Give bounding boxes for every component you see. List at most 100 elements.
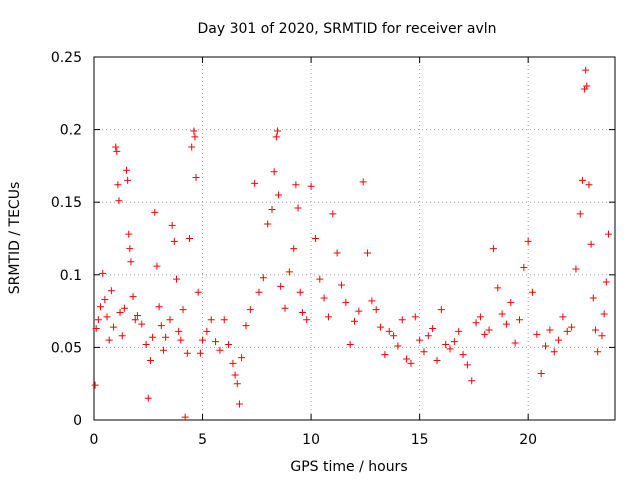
- y-tick-labels: 0 0.05 0.1 0.15 0.2 0.25: [51, 50, 82, 429]
- data-point: [97, 303, 105, 311]
- data-point: [381, 351, 389, 359]
- data-point: [94, 316, 102, 324]
- data-point: [138, 320, 146, 328]
- data-point: [142, 340, 150, 348]
- data-point: [246, 306, 254, 314]
- data-point: [153, 262, 161, 270]
- data-point: [220, 316, 228, 324]
- data-point: [542, 342, 550, 350]
- y-tick-label: 0.2: [60, 123, 82, 139]
- data-point: [355, 307, 363, 315]
- data-point: [155, 303, 163, 311]
- data-point: [120, 304, 128, 312]
- data-point: [433, 356, 441, 364]
- data-point: [272, 133, 280, 141]
- data-point: [231, 371, 239, 379]
- data-point: [485, 326, 493, 334]
- data-point: [515, 316, 523, 324]
- data-point: [183, 349, 191, 357]
- y-tick-label: 0: [73, 413, 82, 429]
- data-point: [502, 320, 510, 328]
- data-point: [191, 133, 199, 141]
- data-point: [390, 332, 398, 340]
- data-point: [144, 394, 152, 402]
- data-point: [166, 316, 174, 324]
- data-point: [385, 327, 393, 335]
- data-point: [507, 298, 515, 306]
- data-point: [403, 355, 411, 363]
- data-point: [455, 327, 463, 335]
- data-point: [229, 359, 237, 367]
- data-point: [123, 166, 131, 174]
- data-point: [170, 237, 178, 245]
- data-point: [264, 220, 272, 228]
- data-point: [296, 288, 304, 296]
- data-point: [555, 336, 563, 344]
- data-point: [568, 323, 576, 331]
- data-point: [578, 176, 586, 184]
- data-point: [103, 313, 111, 321]
- data-point: [446, 345, 454, 353]
- data-point: [333, 249, 341, 257]
- data-point: [529, 288, 537, 296]
- data-point: [559, 313, 567, 321]
- y-axis-label: SRMTID / TECUs: [7, 182, 23, 295]
- data-point: [281, 304, 289, 312]
- data-point: [131, 316, 139, 324]
- data-point: [324, 313, 332, 321]
- data-point: [149, 333, 157, 341]
- data-point: [576, 210, 584, 218]
- x-tick-label: 15: [411, 432, 429, 448]
- data-point: [591, 326, 599, 334]
- data-point: [394, 342, 402, 350]
- data-point: [259, 274, 267, 282]
- data-point: [346, 340, 354, 348]
- data-point: [124, 176, 132, 184]
- data-point: [582, 66, 590, 74]
- data-point: [420, 348, 428, 356]
- data-point: [572, 265, 580, 273]
- data-point: [118, 332, 126, 340]
- data-point: [270, 168, 278, 176]
- data-point: [498, 310, 506, 318]
- data-point: [481, 330, 489, 338]
- data-point: [450, 338, 458, 346]
- y-tick-label: 0.1: [60, 268, 82, 284]
- data-point: [203, 327, 211, 335]
- data-point: [172, 275, 180, 283]
- x-tick-label: 5: [198, 432, 207, 448]
- data-point: [472, 319, 480, 327]
- data-point: [311, 235, 319, 242]
- axis-ticks: [93, 56, 615, 421]
- data-point: [199, 336, 207, 344]
- data-point: [329, 210, 337, 218]
- data-point: [233, 380, 241, 388]
- data-point: [129, 293, 137, 301]
- data-point: [550, 348, 558, 356]
- data-point: [489, 245, 497, 253]
- data-point: [303, 316, 311, 324]
- data-point: [511, 339, 519, 347]
- data-point: [168, 221, 176, 229]
- data-point: [175, 327, 183, 335]
- data-point: [188, 143, 196, 151]
- data-point: [275, 191, 283, 199]
- data-point: [342, 298, 350, 306]
- data-point: [585, 181, 593, 189]
- data-point: [316, 275, 324, 283]
- data-point: [238, 354, 246, 362]
- data-point: [359, 178, 367, 186]
- data-point: [307, 182, 315, 190]
- data-point: [235, 400, 243, 408]
- data-point: [494, 284, 502, 292]
- data-point: [192, 174, 200, 182]
- data-point: [546, 326, 554, 334]
- data-point: [598, 332, 606, 340]
- data-point: [101, 295, 109, 303]
- data-point: [463, 361, 471, 369]
- data-point: [429, 325, 437, 333]
- data-point: [127, 258, 135, 266]
- data-point: [377, 323, 385, 331]
- data-point: [520, 264, 528, 272]
